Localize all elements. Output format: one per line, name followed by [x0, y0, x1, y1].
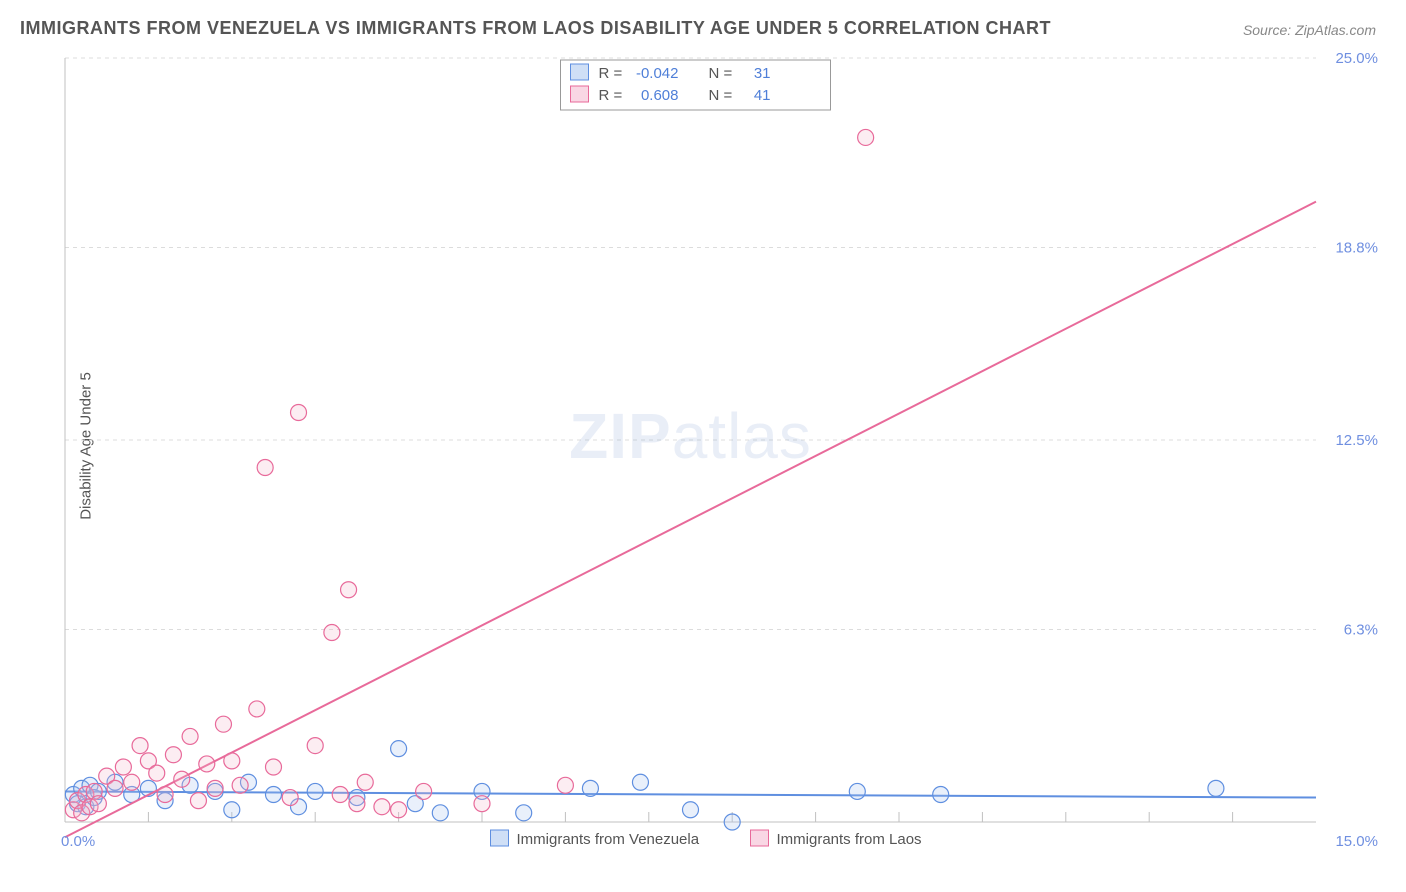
scatter-point [391, 802, 407, 818]
scatter-point [115, 759, 131, 775]
y-tick-label: 6.3% [1344, 621, 1378, 638]
legend-series-label: Immigrants from Laos [777, 831, 922, 848]
x-tick-label: 0.0% [61, 833, 95, 850]
scatter-point [1208, 780, 1224, 796]
scatter-point [341, 582, 357, 598]
scatter-point [215, 716, 231, 732]
legend-swatch [571, 86, 589, 102]
scatter-point [207, 780, 223, 796]
legend-n-value: 41 [754, 87, 771, 104]
scatter-point [391, 741, 407, 757]
scatter-point [933, 786, 949, 802]
scatter-point [282, 790, 298, 806]
scatter-point [416, 783, 432, 799]
legend-series-label: Immigrants from Venezuela [517, 831, 700, 848]
watermark: ZIPatlas [569, 400, 812, 472]
legend-r-value: -0.042 [636, 65, 679, 82]
y-tick-label: 25.0% [1335, 50, 1378, 67]
legend-n-label: N = [709, 87, 733, 104]
scatter-point [357, 774, 373, 790]
legend-swatch [751, 830, 769, 846]
legend-r-label: R = [599, 65, 623, 82]
scatter-point [107, 780, 123, 796]
scatter-point [190, 793, 206, 809]
scatter-point [557, 777, 573, 793]
scatter-point [582, 780, 598, 796]
scatter-point [432, 805, 448, 821]
scatter-point [374, 799, 390, 815]
scatter-point [174, 771, 190, 787]
scatter-point [324, 625, 340, 641]
scatter-point [349, 796, 365, 812]
scatter-point [199, 756, 215, 772]
legend-n-value: 31 [754, 65, 771, 82]
source-attribution: Source: ZipAtlas.com [1243, 22, 1376, 38]
scatter-point [632, 774, 648, 790]
y-tick-label: 12.5% [1335, 432, 1378, 449]
y-tick-label: 18.8% [1335, 239, 1378, 256]
scatter-point [132, 738, 148, 754]
scatter-point [224, 753, 240, 769]
scatter-point [124, 774, 140, 790]
chart-title: IMMIGRANTS FROM VENEZUELA VS IMMIGRANTS … [20, 18, 1051, 39]
legend-swatch [491, 830, 509, 846]
chart-container: IMMIGRANTS FROM VENEZUELA VS IMMIGRANTS … [0, 0, 1406, 892]
scatter-point [266, 786, 282, 802]
scatter-point [291, 404, 307, 420]
legend-swatch [571, 64, 589, 80]
chart-svg: 6.3% 12.5% 18.8% 25.0% ZIPatlas 0.0% 15.0% R =-… [55, 50, 1391, 852]
legend-r-value: 0.608 [641, 87, 679, 104]
bottom-legend: Immigrants from Venezuela Immigrants from… [491, 830, 922, 848]
scatter-point [683, 802, 699, 818]
scatter-point [724, 814, 740, 830]
legend-n-label: N = [709, 65, 733, 82]
scatter-point [266, 759, 282, 775]
scatter-point [182, 728, 198, 744]
scatter-point [157, 786, 173, 802]
scatter-point [516, 805, 532, 821]
legend-r-label: R = [599, 87, 623, 104]
scatter-point [307, 783, 323, 799]
scatter-point [332, 786, 348, 802]
scatter-point [232, 777, 248, 793]
scatter-point [307, 738, 323, 754]
scatter-point [165, 747, 181, 763]
scatter-point [224, 802, 240, 818]
scatter-point [858, 129, 874, 145]
scatter-point [90, 796, 106, 812]
chart-plot-area: 6.3% 12.5% 18.8% 25.0% ZIPatlas 0.0% 15.0% R =-… [55, 50, 1391, 852]
regression-line [65, 202, 1316, 838]
x-tick-label: 15.0% [1335, 833, 1378, 850]
regression-line [65, 791, 1316, 797]
scatter-point [257, 460, 273, 476]
scatter-point [474, 796, 490, 812]
scatter-point [849, 783, 865, 799]
scatter-point [249, 701, 265, 717]
scatter-point [149, 765, 165, 781]
